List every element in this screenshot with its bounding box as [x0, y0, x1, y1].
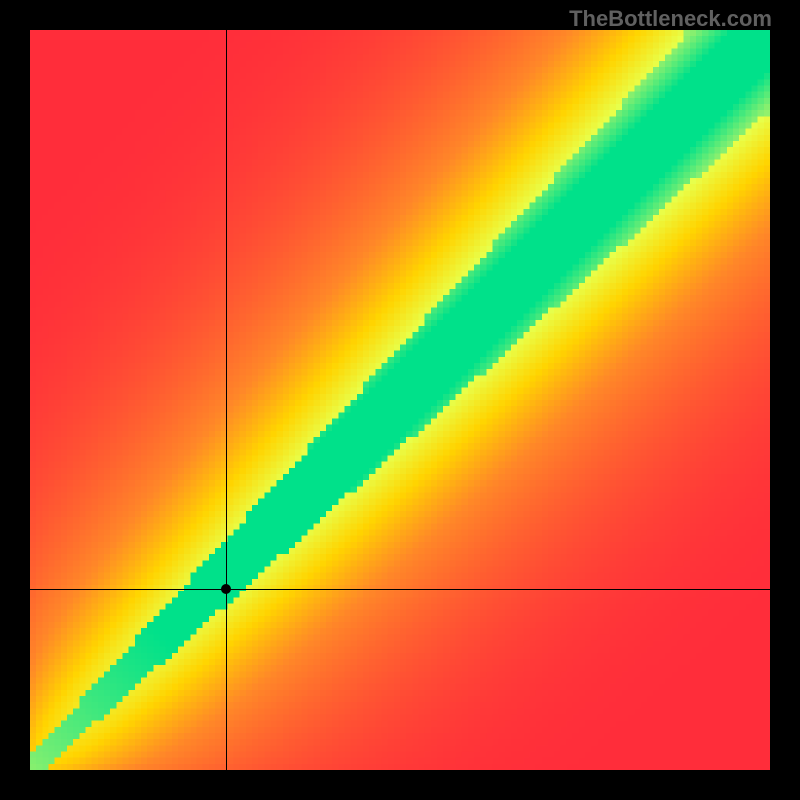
data-point-marker: [221, 584, 231, 594]
chart-container: TheBottleneck.com: [0, 0, 800, 800]
crosshair-horizontal: [30, 589, 770, 590]
heatmap-plot: [30, 30, 770, 770]
heatmap-canvas: [30, 30, 770, 770]
crosshair-vertical: [226, 30, 227, 770]
watermark-text: TheBottleneck.com: [569, 6, 772, 32]
